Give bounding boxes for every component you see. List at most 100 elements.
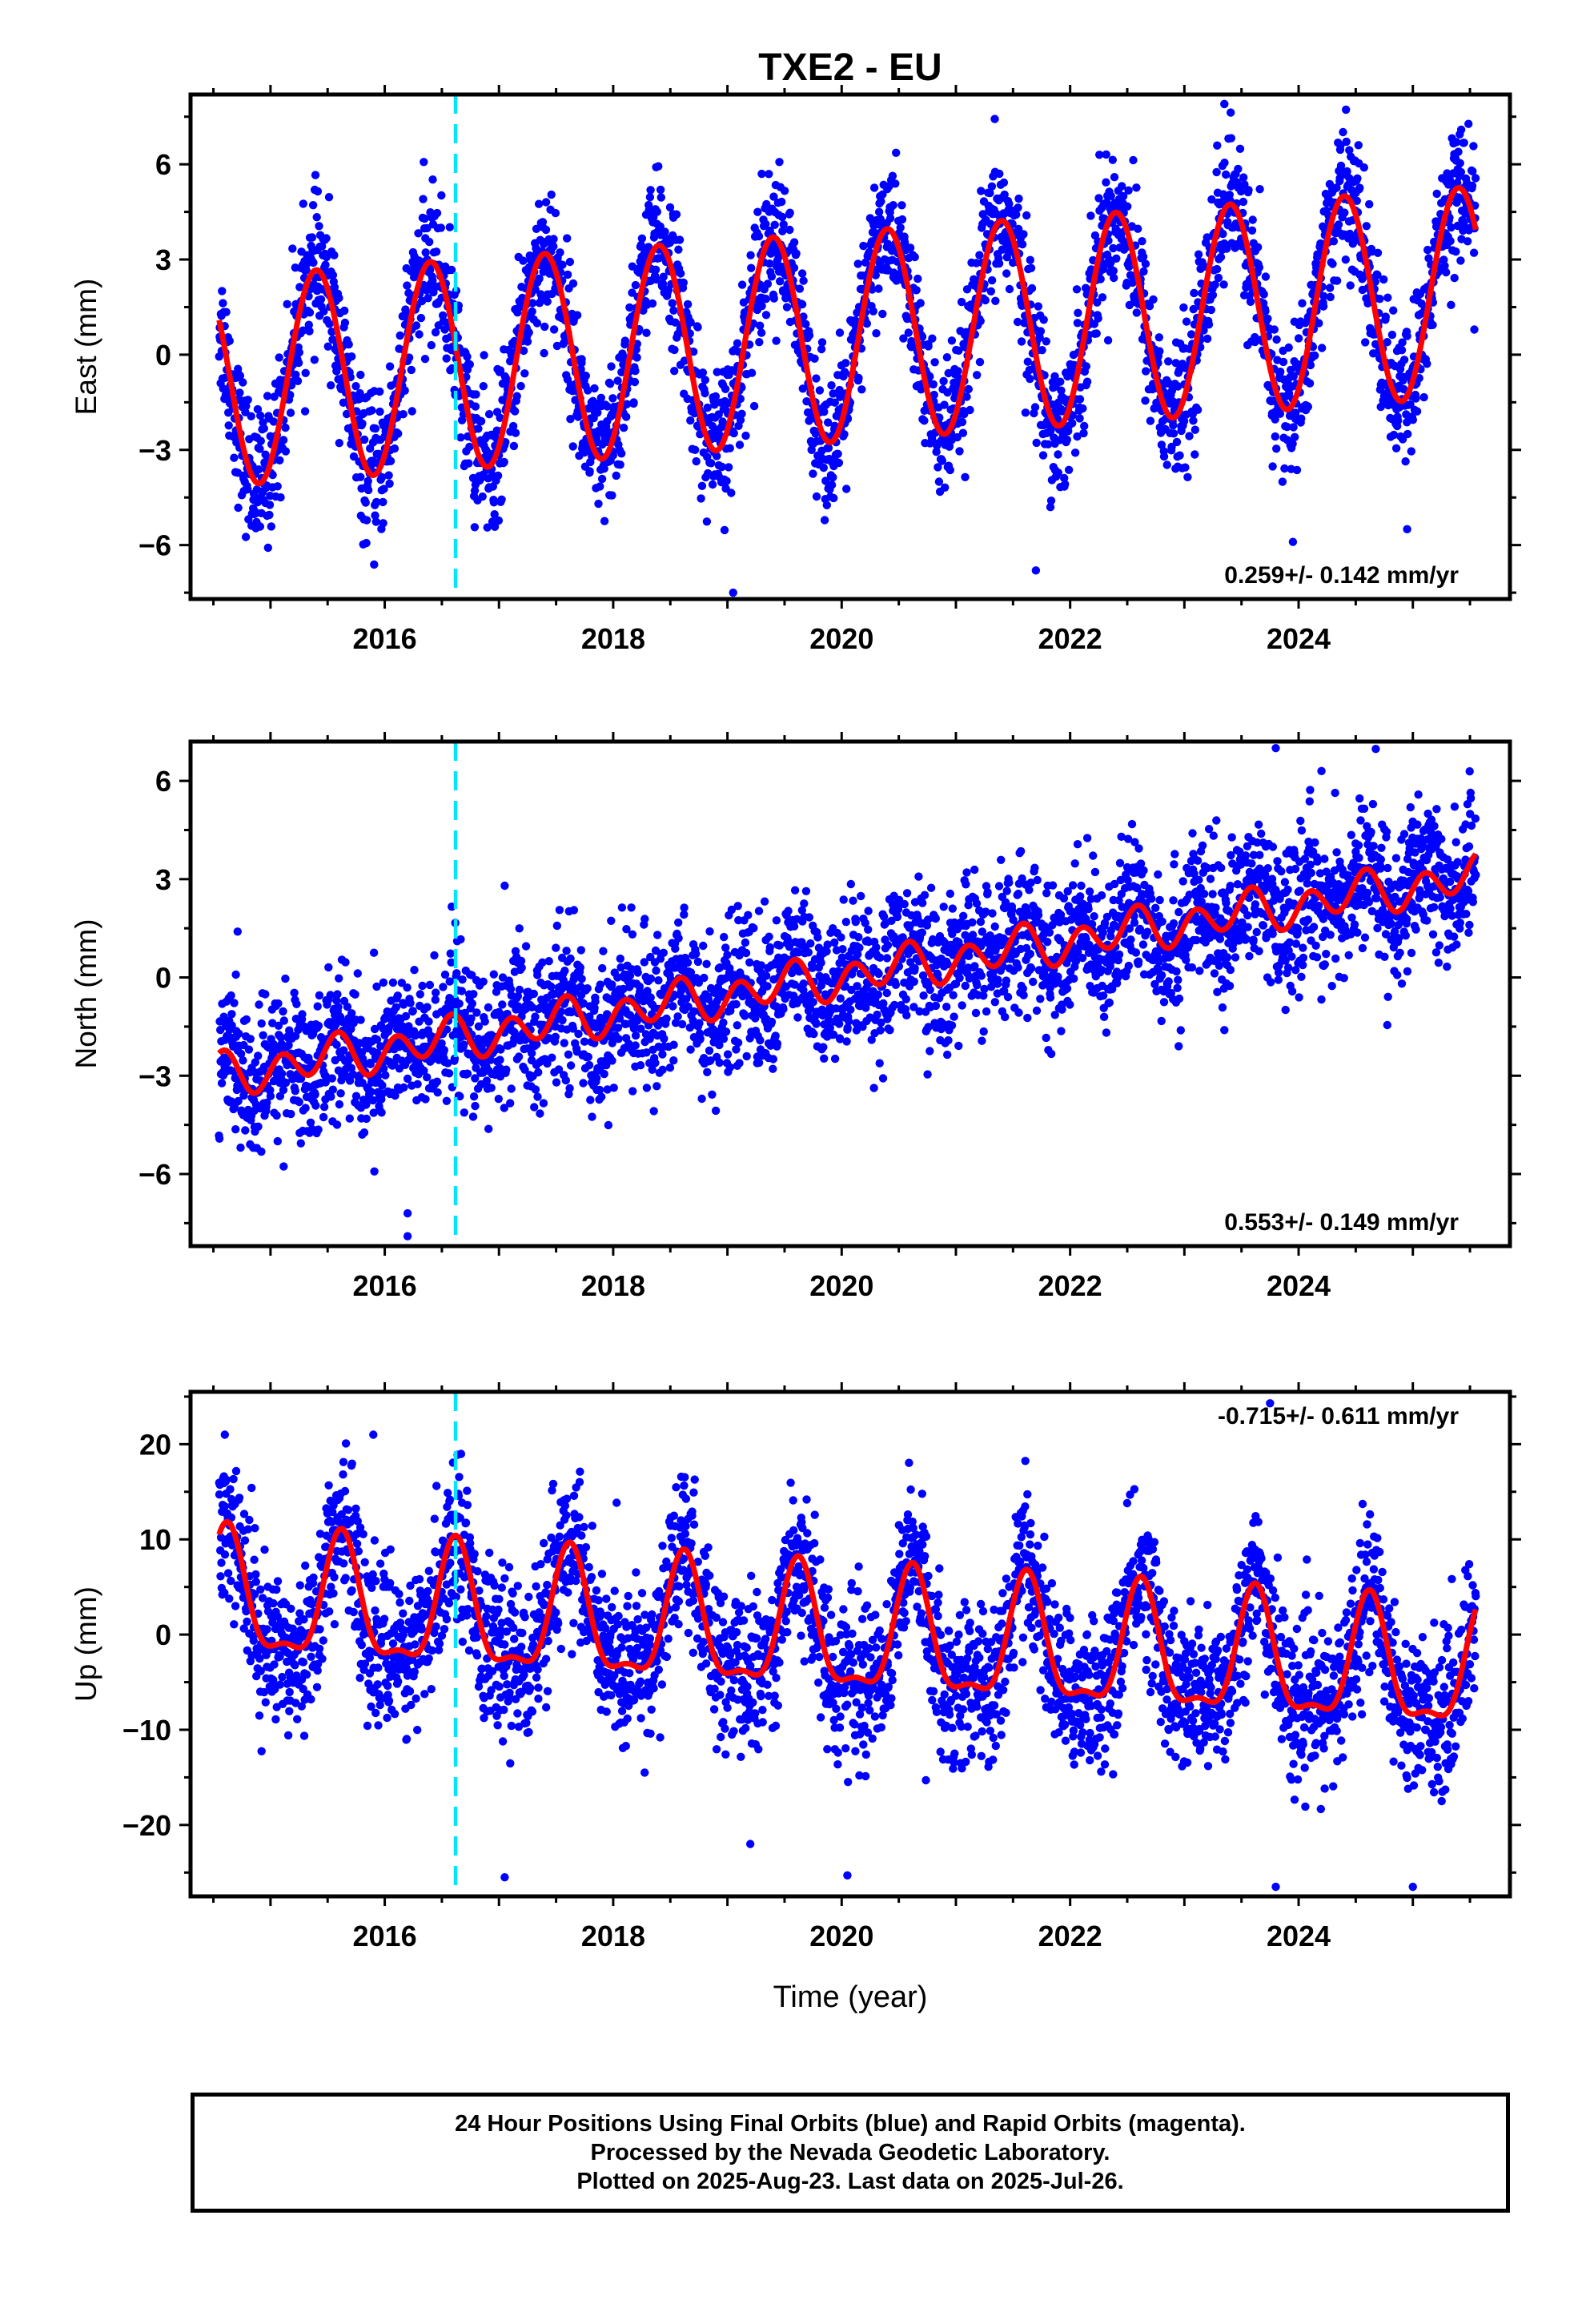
data-point (961, 472, 970, 481)
data-point (1190, 288, 1199, 298)
data-point (817, 344, 826, 354)
data-point (566, 1061, 576, 1070)
data-point (691, 445, 700, 454)
data-point (1181, 463, 1190, 472)
data-point (1332, 276, 1342, 285)
data-point (659, 948, 668, 958)
data-point (225, 336, 234, 345)
data-point (1044, 440, 1053, 448)
data-point (586, 1096, 595, 1104)
y-tick-label: 0 (155, 339, 171, 372)
data-point (782, 303, 792, 312)
data-point (279, 436, 288, 444)
data-point (628, 288, 636, 297)
data-point (1315, 319, 1323, 328)
data-point (531, 1012, 540, 1021)
data-point (1270, 325, 1279, 334)
data-point (363, 485, 373, 495)
data-point (444, 1069, 454, 1078)
data-point (363, 476, 372, 485)
data-point (1005, 284, 1014, 294)
data-point (701, 376, 709, 384)
data-point (1291, 432, 1299, 441)
data-point (797, 269, 807, 278)
data-point (332, 1120, 342, 1129)
data-point (1216, 252, 1226, 262)
data-point (1423, 360, 1431, 368)
data-point (327, 1074, 336, 1083)
data-point (419, 195, 428, 203)
data-point (654, 162, 663, 171)
data-point (745, 958, 754, 967)
data-point (749, 401, 759, 411)
data-point (1227, 108, 1235, 117)
data-point (733, 1021, 741, 1030)
data-point (442, 354, 451, 363)
data-point (1247, 226, 1257, 235)
data-point (319, 307, 328, 316)
data-point (404, 288, 413, 298)
data-point (1138, 252, 1148, 261)
data-point (910, 252, 919, 262)
data-point (558, 260, 567, 269)
data-point (469, 990, 478, 999)
data-point (286, 408, 295, 417)
data-point (379, 519, 387, 528)
data-point (1042, 337, 1051, 346)
data-point (1094, 194, 1103, 203)
data-point (975, 251, 984, 259)
data-point (399, 410, 408, 419)
data-point (573, 412, 583, 421)
data-point (646, 186, 655, 195)
data-point (576, 963, 584, 972)
data-point (386, 456, 396, 465)
data-point (493, 471, 503, 480)
data-point (713, 452, 721, 460)
data-point (779, 220, 788, 229)
data-point (871, 271, 881, 279)
data-point (761, 219, 770, 228)
data-point (328, 1085, 337, 1094)
data-point (1082, 377, 1092, 386)
data-point (464, 459, 473, 468)
data-point (484, 1003, 493, 1012)
data-point (632, 353, 641, 362)
data-point (425, 237, 434, 247)
data-point (400, 1083, 408, 1092)
data-point (1073, 319, 1082, 328)
data-point (924, 342, 933, 351)
data-point (775, 158, 784, 167)
data-point (593, 408, 602, 417)
data-point (774, 252, 783, 262)
data-point (325, 320, 334, 328)
data-point (235, 1029, 243, 1039)
data-point (689, 348, 698, 356)
data-point (767, 272, 777, 281)
data-point (439, 983, 448, 991)
data-point (600, 517, 609, 525)
data-point (1139, 267, 1148, 276)
data-point (1155, 347, 1164, 356)
data-point (608, 451, 617, 460)
data-point (416, 990, 424, 999)
data-point (572, 311, 582, 320)
data-point (670, 367, 679, 376)
data-point (1014, 203, 1022, 212)
data-point (332, 1040, 341, 1049)
data-point (723, 951, 732, 959)
data-point (693, 323, 702, 332)
data-point (1239, 173, 1248, 182)
data-point (551, 1032, 560, 1042)
data-point (1319, 302, 1328, 311)
data-point (840, 368, 849, 376)
data-point (1014, 194, 1023, 203)
data-point (564, 1050, 573, 1059)
data-point (1204, 320, 1214, 329)
data-point (1141, 259, 1150, 268)
data-point (1469, 142, 1478, 151)
data-point (311, 171, 320, 179)
data-point (1276, 368, 1285, 376)
data-point (612, 471, 620, 480)
data-point (652, 1082, 661, 1091)
data-point (1244, 186, 1253, 195)
